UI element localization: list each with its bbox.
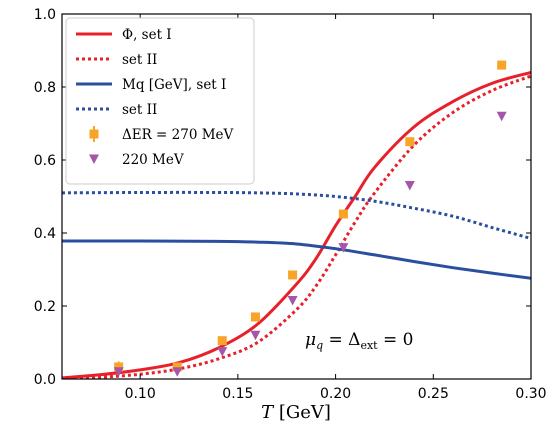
data-point-5-2 <box>217 347 228 357</box>
data-point-4-0 <box>114 362 124 372</box>
data-point-5-7 <box>496 111 507 122</box>
series-line-2 <box>62 239 531 280</box>
data-point-4-2 <box>217 336 227 346</box>
series-line-3 <box>62 190 531 240</box>
legend-label-3: set II <box>122 102 157 118</box>
x-tick-label-3: 0.25 <box>418 386 449 402</box>
data-point-5-1 <box>172 367 183 377</box>
legend: Φ, set I set II Mq [GeV], set I set II ΔER =… <box>65 17 255 185</box>
data-point-5-6 <box>404 181 415 191</box>
series-line-0 <box>62 70 531 379</box>
y-tick-label-3: 0.6 <box>34 153 56 169</box>
legend-label-5: 220 MeV <box>122 152 184 168</box>
data-point-4-4 <box>288 270 298 280</box>
y-tick-label-5: 1.0 <box>34 7 56 23</box>
legend-swatch-5 <box>89 154 99 164</box>
x-tick-label-4: 0.30 <box>515 386 546 402</box>
x-tick-label-1: 0.15 <box>222 386 253 402</box>
y-tick-label-0: 0.0 <box>34 372 56 388</box>
data-point-5-3 <box>250 330 261 341</box>
data-point-5-5 <box>338 243 349 253</box>
legend-box <box>65 17 255 185</box>
data-point-4-6 <box>405 137 415 147</box>
plot-frame <box>61 13 532 380</box>
x-tick-label-0: 0.10 <box>125 386 156 402</box>
legend-label-1: set II <box>122 52 157 68</box>
legend-swatch-4 <box>89 129 99 139</box>
data-point-5-0 <box>113 367 124 377</box>
series-line-1 <box>62 74 531 379</box>
data-point-4-1 <box>172 362 182 372</box>
x-tick-label-2: 0.20 <box>320 386 351 402</box>
data-point-4-7 <box>497 60 507 70</box>
y-tick-label-1: 0.2 <box>34 299 56 315</box>
y-tick-label-4: 0.8 <box>34 80 56 96</box>
x-axis-label: T [GeV] <box>261 402 331 423</box>
marker-layer <box>113 60 507 377</box>
y-tick-label-2: 0.4 <box>34 226 56 242</box>
ticks-layer: 0.10 0.15 0.20 0.25 0.30 0.0 0.2 0.4 0.6 0.8 1.0 <box>34 7 547 402</box>
legend-label-2: Mq [GeV], set I <box>122 77 226 93</box>
series-layer <box>62 70 531 379</box>
legend-label-4: ΔER = 270 MeV <box>122 127 234 143</box>
legend-label-0: Φ, set I <box>122 27 172 43</box>
data-point-4-3 <box>250 312 260 322</box>
annotation: μq = Δext = 0 <box>305 330 413 352</box>
data-point-4-5 <box>338 209 348 219</box>
data-point-5-4 <box>287 296 298 306</box>
